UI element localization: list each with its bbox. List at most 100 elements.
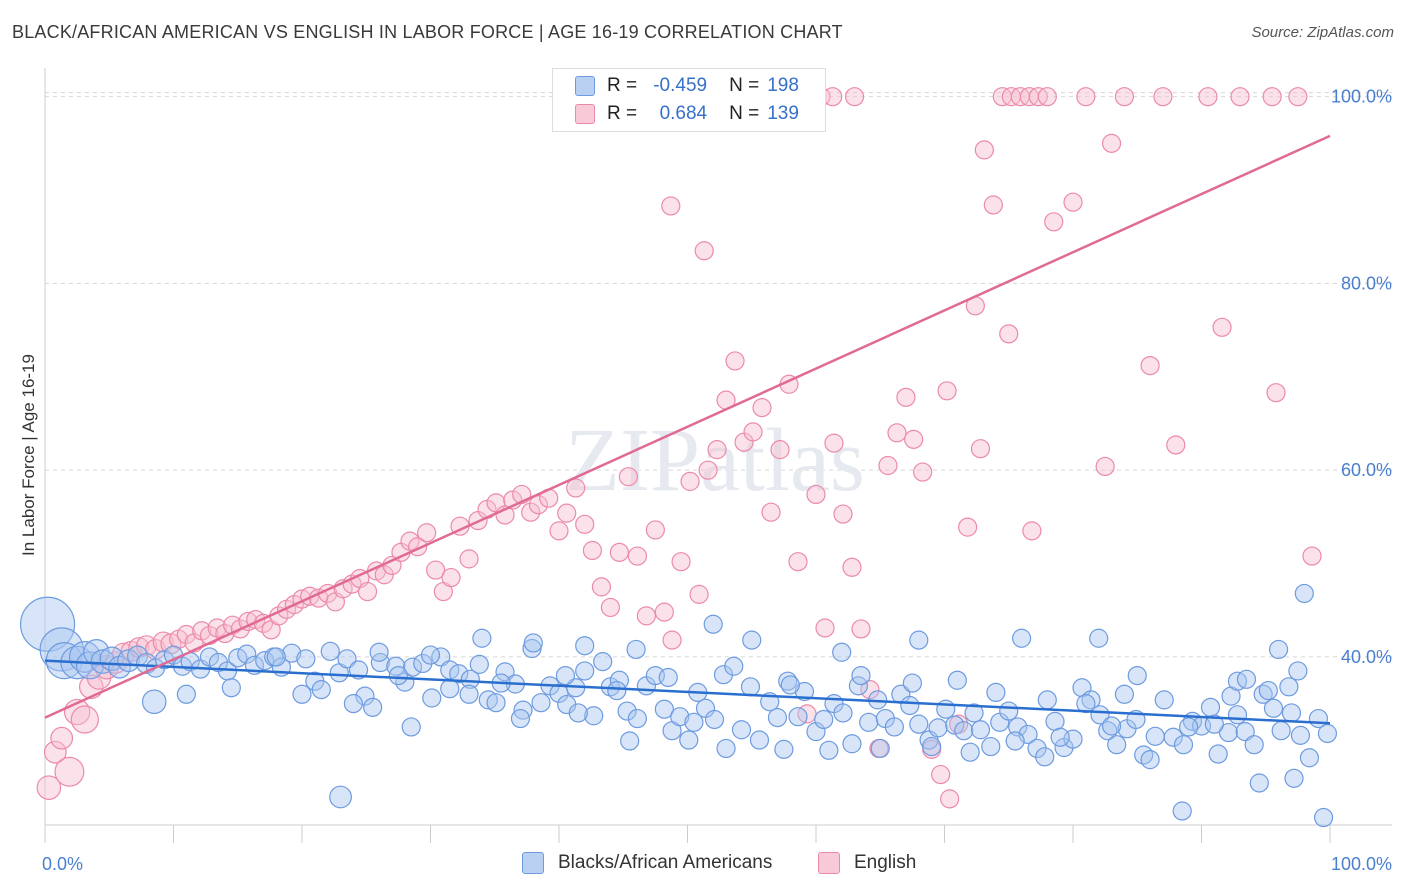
data-point <box>627 708 647 729</box>
data-point <box>523 633 543 653</box>
data-point <box>909 714 929 734</box>
data-point <box>1235 722 1255 742</box>
data-point <box>43 740 67 764</box>
data-point <box>774 739 794 759</box>
data-point <box>1101 716 1122 736</box>
data-point <box>842 734 862 754</box>
trend-line-black <box>44 659 1331 725</box>
data-point <box>1198 87 1218 107</box>
data-point <box>420 645 441 665</box>
data-point <box>931 764 951 785</box>
data-point <box>743 422 763 442</box>
data-point <box>469 654 489 674</box>
data-point <box>851 665 871 686</box>
data-point <box>832 642 852 662</box>
data-point <box>1022 521 1042 541</box>
data-point <box>1263 698 1284 718</box>
data-point <box>742 630 762 650</box>
data-point <box>940 789 960 809</box>
data-point <box>54 756 85 787</box>
data-point <box>478 690 498 710</box>
data-point <box>1279 677 1299 697</box>
data-point <box>983 195 1003 215</box>
legend-item-black: Blacks/African Americans <box>522 852 772 874</box>
r-label: R = <box>607 103 638 124</box>
data-point <box>1313 807 1334 828</box>
legend-row-english: R = 0.684 N = 139 <box>575 101 799 127</box>
data-point <box>1227 705 1248 725</box>
stats-legend: R = -0.459 N = 198 R = 0.684 N = 139 <box>552 68 826 132</box>
data-point <box>584 706 604 726</box>
chart-title: BLACK/AFRICAN AMERICAN VS ENGLISH IN LAB… <box>12 22 843 42</box>
data-point <box>937 381 957 401</box>
gridlines <box>45 92 1392 658</box>
data-point <box>936 699 956 719</box>
n-value: 139 <box>767 103 799 124</box>
data-point <box>909 630 929 650</box>
legend-row-black: R = -0.459 N = 198 <box>575 73 799 99</box>
r-value: -0.459 <box>653 75 708 96</box>
data-point <box>221 678 241 698</box>
data-point <box>703 614 723 634</box>
axes <box>44 68 1392 843</box>
data-point <box>1045 711 1065 731</box>
data-point <box>945 715 965 735</box>
data-point <box>582 540 603 561</box>
data-point <box>749 730 770 750</box>
data-point <box>36 775 62 800</box>
data-point <box>1044 212 1064 232</box>
data-point <box>388 665 408 686</box>
data-point <box>528 495 549 515</box>
r-label: R = <box>607 75 638 96</box>
data-point <box>780 675 800 695</box>
data-point <box>844 87 865 107</box>
data-point <box>600 597 621 618</box>
data-point <box>486 693 506 713</box>
data-point <box>964 703 984 723</box>
data-point <box>707 440 727 460</box>
data-point <box>607 680 627 701</box>
data-point <box>986 682 1006 703</box>
data-point <box>960 742 980 762</box>
data-point <box>617 701 637 721</box>
data-point <box>1063 192 1083 212</box>
data-point <box>152 631 174 653</box>
data-point <box>1076 87 1096 107</box>
data-point <box>363 697 383 717</box>
data-point <box>689 584 709 604</box>
data-point <box>1037 690 1057 710</box>
data-point <box>680 471 700 491</box>
data-point <box>770 440 790 460</box>
data-point <box>794 681 815 702</box>
data-point <box>417 523 437 543</box>
data-point <box>593 651 613 672</box>
data-point <box>609 542 629 562</box>
data-point <box>591 577 612 597</box>
data-point <box>266 647 286 667</box>
legend-item-english: English <box>818 852 916 874</box>
data-point <box>357 581 378 602</box>
data-point <box>531 693 551 713</box>
data-point <box>176 684 196 704</box>
y-axis-label: In Labor Force | Age 16-19 <box>19 354 38 556</box>
data-point <box>1179 717 1199 737</box>
data-point <box>999 701 1019 721</box>
data-point <box>459 684 479 704</box>
data-point <box>50 726 74 750</box>
data-point <box>1204 714 1224 734</box>
data-point <box>441 567 461 588</box>
data-point <box>557 503 577 523</box>
data-point <box>645 520 665 540</box>
data-point <box>1288 87 1308 107</box>
data-point <box>370 652 390 673</box>
data-point <box>999 324 1019 344</box>
data-point <box>1037 87 1057 107</box>
r-value: 0.684 <box>659 103 708 124</box>
data-point <box>568 703 588 723</box>
data-point <box>806 722 826 742</box>
data-point <box>296 649 316 669</box>
data-point <box>824 433 844 453</box>
data-point <box>521 502 541 522</box>
data-point <box>814 709 834 730</box>
data-point <box>575 636 595 656</box>
